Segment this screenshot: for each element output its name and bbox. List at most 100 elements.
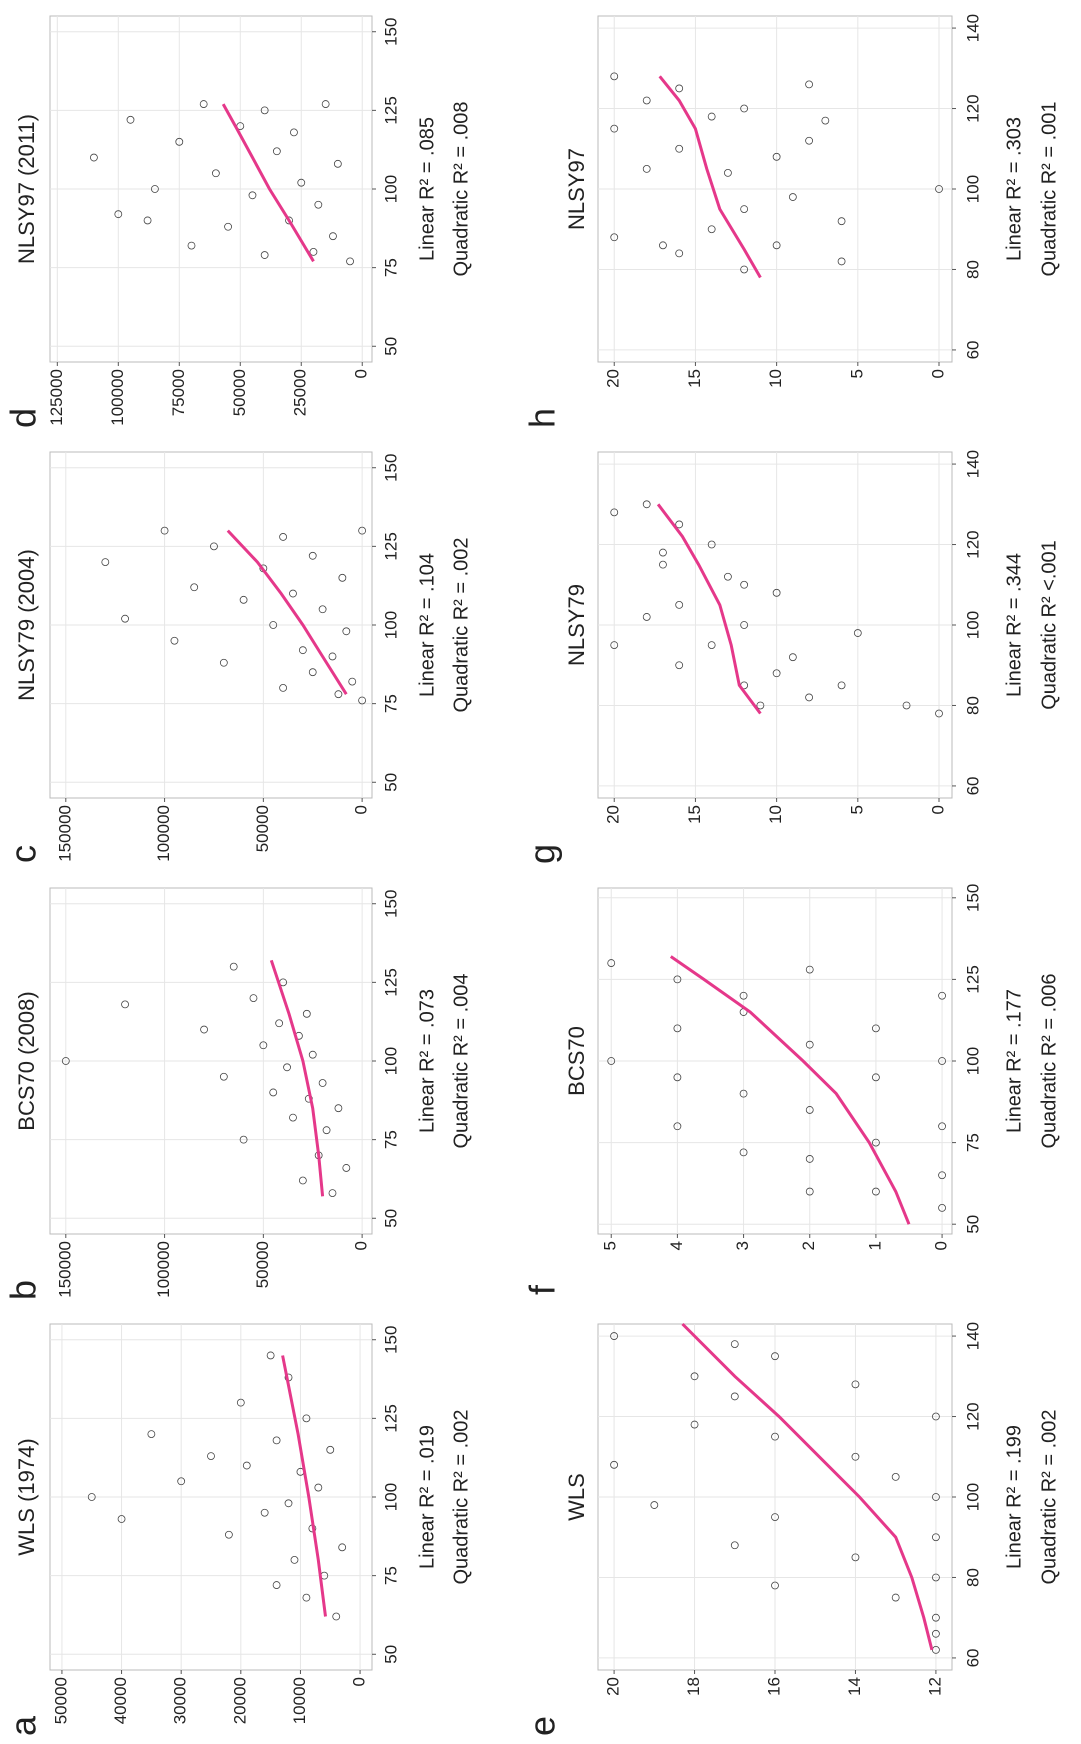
panel-letter: f	[522, 1284, 563, 1295]
x-tick-label: 125	[381, 1404, 400, 1432]
y-tick-label: 1	[865, 1241, 884, 1250]
point	[610, 72, 619, 81]
linear-r2: Linear R² = .085	[416, 117, 438, 261]
panel: b BCS70 (2008) 0 50000 100000 150000 50 75 100 12…	[3, 887, 472, 1300]
x-tick-label: 50	[963, 1215, 982, 1234]
panel: h NLSY97 0 5 10 15 20 60 80 100 120 140 Linear R² = …	[522, 14, 1061, 428]
point	[772, 241, 781, 250]
y-tick-label: 20	[604, 1677, 623, 1696]
point	[328, 1189, 337, 1198]
point	[333, 159, 342, 168]
point	[673, 1024, 682, 1033]
point	[289, 1113, 297, 1122]
point	[872, 1138, 880, 1147]
x-tick-label: 100	[963, 1047, 982, 1075]
point	[837, 681, 846, 690]
x-tick-label: 50	[381, 337, 400, 356]
point	[805, 1040, 814, 1049]
point	[837, 257, 846, 266]
y-tick-label: 0	[352, 369, 371, 378]
point	[211, 169, 220, 178]
point	[821, 116, 830, 125]
point	[675, 84, 684, 93]
point	[771, 1352, 779, 1361]
point	[932, 1629, 940, 1638]
point	[675, 520, 684, 529]
point	[302, 1009, 311, 1018]
point	[160, 526, 169, 535]
fit-line	[656, 503, 762, 715]
point	[902, 701, 911, 710]
point	[724, 572, 732, 581]
point	[932, 1573, 940, 1582]
x-tick-label: 100	[963, 611, 982, 639]
linear-r2: Linear R² = .177	[1003, 989, 1025, 1133]
point	[642, 96, 651, 105]
panel-title: BCS70 (2008)	[14, 991, 39, 1130]
point	[272, 147, 281, 156]
x-tick-label: 125	[381, 96, 400, 124]
panel-letter: d	[3, 408, 44, 428]
point	[805, 1106, 814, 1114]
point	[788, 653, 797, 662]
point	[891, 1472, 900, 1481]
point	[242, 1461, 251, 1470]
point	[607, 1057, 616, 1065]
point	[772, 669, 781, 678]
point	[650, 1501, 659, 1509]
point	[298, 1176, 307, 1185]
point	[607, 959, 616, 967]
quadratic-r2: Quadratic R² <.001	[1038, 540, 1060, 710]
point	[739, 1148, 748, 1157]
y-tick-label: 40000	[111, 1677, 130, 1724]
point	[642, 500, 651, 509]
point	[730, 1340, 739, 1349]
point	[739, 991, 748, 1000]
point	[117, 1515, 126, 1523]
point	[673, 1073, 682, 1082]
x-tick-label: 100	[963, 175, 982, 203]
x-tick-label: 80	[963, 260, 982, 279]
y-tick-label: 50000	[253, 1241, 272, 1288]
point	[740, 265, 749, 274]
panel: g NLSY79 0 5 10 15 20 60 80 100 120 140 Linear R² = …	[522, 450, 1061, 864]
y-tick-label: 150000	[55, 1241, 74, 1298]
point	[308, 1050, 317, 1059]
y-tick-label: 5	[847, 805, 866, 814]
point	[610, 233, 619, 242]
point	[938, 1171, 946, 1180]
x-tick-label: 60	[963, 776, 982, 795]
y-tick-label: 0	[352, 805, 371, 814]
x-tick-label: 80	[963, 1568, 982, 1587]
point	[938, 991, 946, 1000]
y-tick-label: 20	[604, 369, 623, 388]
point	[771, 1581, 779, 1590]
point	[707, 225, 716, 234]
point	[932, 1493, 940, 1501]
point	[101, 558, 110, 566]
quadratic-r2: Quadratic R² = .006	[1038, 973, 1060, 1148]
point	[87, 1493, 96, 1501]
point	[707, 112, 716, 121]
point	[121, 1000, 129, 1009]
point	[272, 1581, 281, 1589]
panel: f BCS70 0 1 2 3 4 5 50 75 100 125 150 Linear R² = .17…	[522, 884, 1061, 1295]
point	[851, 1380, 860, 1389]
point	[739, 1089, 748, 1098]
panel-title: NLSY79 (2004)	[14, 549, 39, 701]
point	[297, 178, 306, 187]
x-tick-label: 75	[963, 1133, 982, 1152]
point	[938, 1203, 946, 1212]
panel-letter: a	[3, 1715, 44, 1736]
point	[224, 222, 232, 231]
x-tick-label: 100	[381, 175, 400, 203]
point	[673, 1122, 682, 1131]
y-tick-label: 5	[601, 1241, 620, 1250]
point	[740, 621, 749, 629]
point	[219, 658, 228, 667]
point	[932, 1533, 940, 1542]
point	[266, 1351, 275, 1360]
point	[805, 693, 814, 702]
